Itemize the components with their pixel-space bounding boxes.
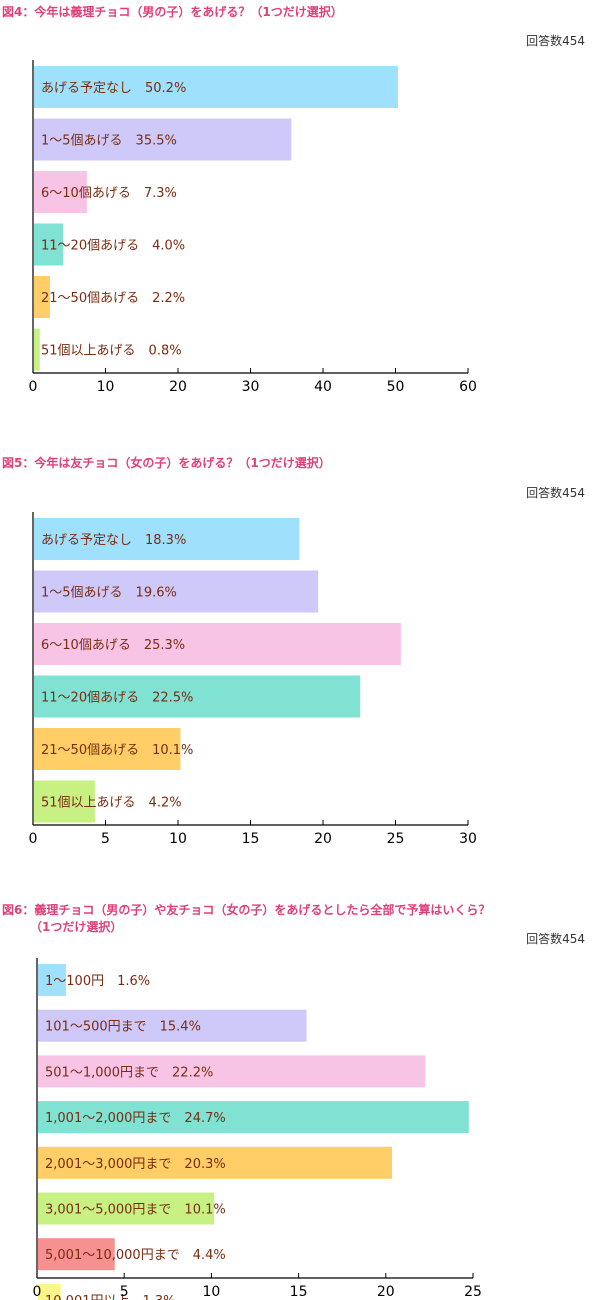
x-tick-label: 40 — [314, 379, 332, 395]
bar-group: あげる予定なし 18.3% 1〜5個あげる 19.6% 6〜10個あげる 25.3%… — [34, 518, 401, 823]
bar-group: あげる予定なし 50.2% 1〜5個あげる 35.5% 6〜10個あげる 7.3% 1… — [34, 66, 398, 371]
bar — [38, 1192, 215, 1225]
axes: 0 5 10 15 20 25 30 — [29, 512, 477, 847]
bar — [34, 328, 40, 371]
bar — [34, 570, 319, 613]
chart-title-line2: （1つだけ選択） — [30, 919, 122, 934]
bar — [34, 675, 361, 718]
bar-label: 1〜5個あげる 35.5% — [41, 134, 177, 149]
x-tick-label: 10 — [97, 379, 115, 395]
x-tick-label: 20 — [169, 379, 187, 395]
x-tick-label: 10 — [202, 1284, 220, 1300]
bar — [34, 728, 181, 770]
bar-label: 11〜20個あげる 22.5% — [41, 691, 193, 706]
bar — [34, 276, 50, 318]
bar — [34, 518, 300, 560]
axes: 0 10 20 30 40 50 60 — [29, 60, 477, 395]
x-tick-label: 0 — [33, 1284, 42, 1300]
bar-label: 21〜50個あげる 10.1% — [41, 743, 193, 758]
bar — [34, 118, 292, 161]
bar-label: あげる予定なし 50.2% — [41, 81, 186, 96]
x-tick-label: 25 — [464, 1284, 482, 1300]
bar-label: 3,001〜5,000円まで 10.1% — [45, 1203, 226, 1218]
bar-label: 10,001円以上 1.3% — [45, 1294, 176, 1300]
bar-label: あげる予定なし 18.3% — [41, 533, 186, 548]
bar-label: 51個以上あげる 0.8% — [41, 344, 182, 359]
bar-label: 6〜10個あげる 7.3% — [41, 186, 177, 201]
axes: 0 5 10 15 20 25 — [33, 958, 482, 1300]
bar — [34, 623, 401, 665]
x-tick-label: 15 — [242, 831, 260, 847]
bar — [34, 780, 95, 823]
bar — [38, 1283, 61, 1300]
bar — [38, 1009, 307, 1042]
x-tick-label: 30 — [459, 831, 477, 847]
chart-fig4: 図4：今年は義理チョコ（男の子）をあげる？（1つだけ選択） 回答数454 あげる… — [2, 4, 585, 395]
bar-label: 1,001〜2,000円まで 24.7% — [45, 1111, 226, 1126]
chart-title: 図5：今年は友チョコ（女の子）をあげる？（1つだけ選択） — [2, 455, 331, 470]
bar-group: 1〜100円 1.6% 101〜500円まで 15.4% 501〜1,000円まで … — [38, 964, 469, 1300]
bar — [38, 964, 66, 996]
respondent-count: 回答数454 — [526, 485, 585, 500]
bar-label: 6〜10個あげる 25.3% — [41, 638, 185, 653]
x-tick-label: 10 — [169, 831, 187, 847]
bar — [38, 1146, 393, 1179]
respondent-count: 回答数454 — [526, 33, 585, 48]
bar-label: 501〜1,000円まで 22.2% — [45, 1065, 213, 1080]
x-tick-label: 60 — [459, 379, 477, 395]
x-tick-label: 5 — [101, 831, 110, 847]
bar — [34, 223, 63, 266]
chart-fig6: 図6：義理チョコ（男の子）や友チョコ（女の子）をあげるとしたら全部で予算はいくら… — [2, 902, 585, 1300]
chart-title: 図4：今年は義理チョコ（男の子）をあげる？（1つだけ選択） — [2, 4, 343, 19]
x-tick-label: 20 — [377, 1284, 395, 1300]
bar — [34, 66, 398, 108]
bar-label: 5,001〜10,000円まで 4.4% — [45, 1248, 226, 1263]
x-tick-label: 5 — [120, 1284, 129, 1300]
bar-label: 51個以上あげる 4.2% — [41, 796, 182, 811]
x-tick-label: 50 — [387, 379, 405, 395]
bar — [38, 1055, 426, 1088]
bar-label: 2,001〜3,000円まで 20.3% — [45, 1157, 226, 1172]
x-tick-label: 30 — [242, 379, 260, 395]
bar-label: 11〜20個あげる 4.0% — [41, 239, 185, 254]
bar — [38, 1238, 115, 1271]
x-tick-label: 25 — [387, 831, 405, 847]
bar-label: 21〜50個あげる 2.2% — [41, 291, 185, 306]
x-tick-label: 15 — [290, 1284, 308, 1300]
chart-fig5: 図5：今年は友チョコ（女の子）をあげる？（1つだけ選択） 回答数454 あげる予… — [2, 455, 585, 847]
respondent-count: 回答数454 — [526, 931, 585, 946]
bar-label: 101〜500円まで 15.4% — [45, 1020, 201, 1035]
bar-label: 1〜100円 1.6% — [45, 974, 150, 989]
chart-title: 図6：義理チョコ（男の子）や友チョコ（女の子）をあげるとしたら全部で予算はいくら… — [2, 902, 490, 917]
x-tick-label: 0 — [29, 831, 38, 847]
x-tick-label: 20 — [314, 831, 332, 847]
bar — [38, 1101, 469, 1134]
x-tick-label: 0 — [29, 379, 38, 395]
bar — [34, 171, 87, 213]
bar-label: 1〜5個あげる 19.6% — [41, 586, 177, 601]
